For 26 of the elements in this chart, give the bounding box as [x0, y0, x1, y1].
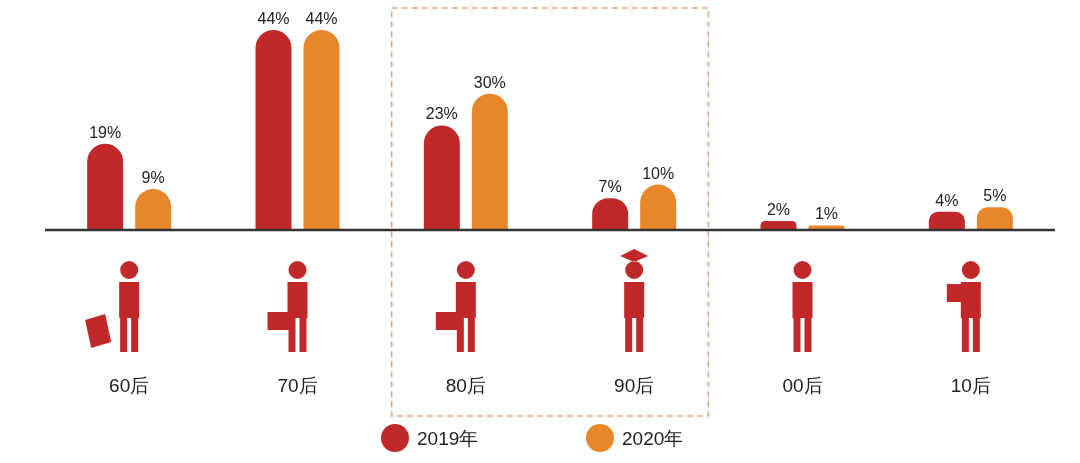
bar: [423, 125, 460, 230]
x-tick-label: 80后: [445, 375, 486, 396]
bar: [928, 211, 965, 230]
x-tick-label: 00后: [782, 375, 823, 396]
legend-label: 2020年: [622, 428, 684, 449]
data-label: 23%: [425, 105, 458, 123]
x-tick-label: 90后: [614, 375, 655, 396]
x-tick-label: 10后: [950, 375, 991, 396]
bar: [303, 30, 340, 230]
data-label: 44%: [257, 10, 290, 27]
x-tick-label: 70后: [277, 375, 318, 396]
data-label: 2%: [766, 200, 791, 218]
data-label: 7%: [598, 178, 622, 196]
data-label: 19%: [89, 123, 122, 141]
bar: [87, 143, 124, 230]
data-label: 10%: [642, 164, 675, 182]
data-label: 9%: [141, 169, 165, 187]
data-label: 30%: [473, 73, 506, 91]
data-label: 5%: [983, 187, 1007, 205]
x-tick-label: 60后: [109, 375, 150, 396]
data-label: 1%: [814, 205, 839, 223]
bar: [471, 93, 508, 230]
data-label: 44%: [305, 10, 338, 27]
bar: [255, 30, 292, 230]
data-label: 4%: [935, 191, 959, 209]
legend-label: 2019年: [417, 428, 479, 449]
